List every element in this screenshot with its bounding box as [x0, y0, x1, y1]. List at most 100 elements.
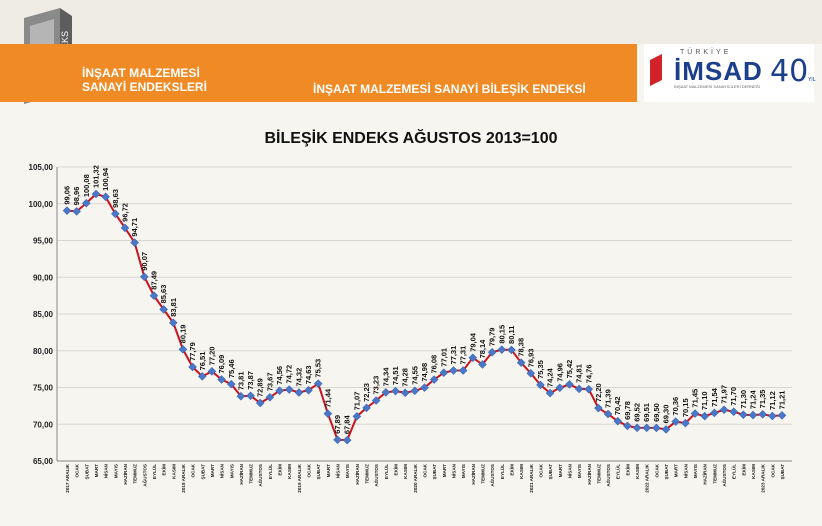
x-tick-label: NİSAN [566, 463, 572, 478]
x-tick-label: HAZİRAN [470, 463, 476, 484]
x-tick-label: EYLÜL [499, 464, 505, 479]
data-point [458, 366, 468, 375]
logo-sub-text: İNŞAAT MALZEMESİ SANAYİCİLERİ DERNEĞİ [674, 84, 761, 89]
x-tick-label: OCAK [75, 463, 80, 477]
y-tick-label: 95,00 [33, 237, 54, 246]
data-point [642, 423, 652, 433]
data-label: 74,63 [304, 365, 313, 384]
data-label: 73,81 [236, 371, 245, 390]
data-point [410, 386, 420, 396]
data-point [159, 305, 168, 314]
x-tick-label: ŞUBAT [84, 464, 89, 480]
x-tick-label: 2018 ARALIK [181, 463, 186, 492]
data-point [536, 380, 545, 390]
x-tick-label: EKİM [277, 464, 283, 476]
data-label: 69,52 [633, 403, 642, 422]
x-tick-label: ŞUBAT [432, 464, 437, 480]
data-label: 71,30 [739, 390, 748, 409]
data-label: 71,54 [710, 387, 719, 407]
data-label: 67,89 [333, 415, 342, 434]
y-tick-label: 100,00 [29, 200, 54, 209]
x-tick-label: 2019 ARALIK [297, 463, 302, 492]
x-tick-label: EYLÜL [267, 464, 273, 479]
data-point [767, 411, 777, 421]
data-label: 77,31 [449, 346, 458, 365]
data-label: 71,12 [768, 391, 777, 410]
chart-title: BİLEŞİK ENDEKS AĞUSTOS 2013=100 [264, 130, 558, 147]
data-point [255, 398, 265, 408]
data-point [110, 209, 120, 219]
x-tick-label: MAYIS [693, 464, 698, 478]
data-label: 74,96 [555, 363, 564, 382]
data-point [342, 435, 352, 445]
data-point [304, 385, 313, 395]
data-point [468, 353, 478, 363]
x-tick-label: NİSAN [103, 463, 109, 478]
x-tick-label: AĞUSTOS [604, 464, 611, 487]
data-point [661, 425, 671, 434]
data-label: 85,63 [159, 285, 168, 304]
data-label: 69,50 [652, 403, 661, 422]
x-tick-label: OCAK [654, 463, 659, 477]
data-point [400, 388, 410, 398]
x-tick-label: AĞUSTOS [720, 464, 727, 487]
data-label: 77,20 [207, 347, 216, 366]
data-point [516, 358, 526, 368]
x-tick-label: OCAK [423, 463, 428, 477]
data-point [719, 405, 729, 415]
data-label: 80,11 [507, 326, 516, 344]
data-point [632, 423, 642, 433]
data-label: 74,76 [584, 364, 593, 383]
left-title-line1: İNŞAAT MALZEMESİ [82, 66, 200, 80]
logo-top-text: TÜRKİYE [680, 49, 732, 56]
data-point [168, 318, 178, 328]
x-tick-label: HAZİRAN [354, 463, 360, 484]
x-tick-label: ŞUBAT [316, 464, 321, 480]
data-label: 74,56 [275, 366, 284, 385]
data-point [613, 416, 623, 426]
data-point [545, 388, 555, 398]
data-label: 74,81 [575, 364, 584, 383]
data-label: 77,01 [439, 348, 448, 367]
y-tick-label: 85,00 [33, 310, 54, 319]
data-point [555, 383, 565, 393]
x-tick-label: EYLÜL [151, 464, 157, 479]
x-tick-label: OCAK [191, 463, 196, 477]
data-point [700, 411, 710, 421]
data-label: 73,67 [265, 372, 274, 391]
data-point [439, 368, 449, 378]
x-tick-label: KASIM [751, 464, 756, 479]
x-tick-label: MART [94, 464, 99, 477]
x-tick-label: KASIM [635, 464, 640, 479]
x-tick-label: MART [674, 464, 679, 477]
x-tick-label: HAZİRAN [586, 463, 592, 484]
data-point [207, 366, 217, 376]
data-point [777, 411, 787, 420]
x-tick-label: NİSAN [450, 463, 456, 478]
x-tick-label: HAZİRAN [702, 463, 708, 484]
data-point [526, 368, 536, 378]
data-point [391, 386, 400, 396]
data-label: 74,28 [401, 368, 410, 387]
data-point [381, 387, 391, 397]
data-point [362, 403, 371, 413]
data-label: 71,97 [720, 385, 729, 404]
x-tick-label: NİSAN [682, 463, 688, 478]
y-tick-label: 105,00 [29, 163, 54, 172]
data-label: 90,07 [140, 252, 149, 271]
logo-anniversary-number: 40 [770, 54, 809, 89]
data-label: 71,70 [729, 387, 738, 406]
x-tick-label: NİSAN [335, 463, 341, 478]
data-label: 83,81 [169, 298, 178, 317]
data-point [101, 192, 111, 202]
data-label: 76,09 [217, 355, 226, 374]
data-label: 74,34 [381, 367, 390, 387]
data-point [748, 410, 758, 420]
data-label: 79,04 [468, 332, 477, 352]
data-point [284, 385, 294, 394]
data-label: 70,36 [671, 397, 680, 416]
x-tick-label: HAZİRAN [238, 463, 244, 484]
x-tick-label: TEMMUZ [596, 464, 601, 484]
data-point [188, 362, 197, 372]
y-tick-label: 90,00 [33, 273, 54, 282]
